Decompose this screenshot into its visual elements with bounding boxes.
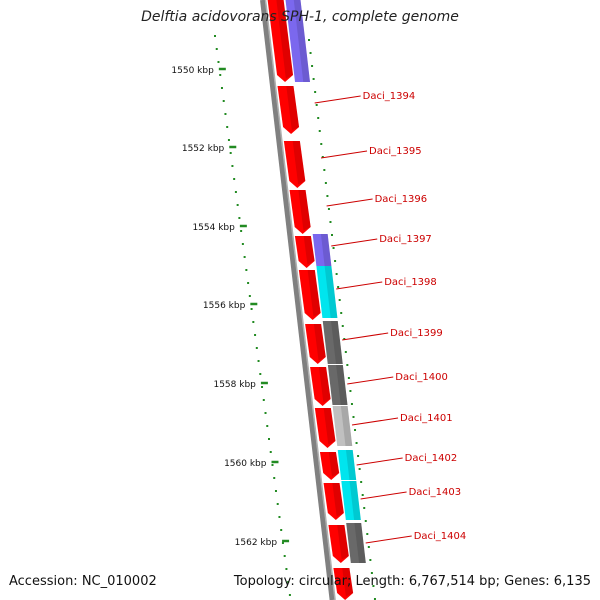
gene-label: Daci_1402 — [405, 453, 458, 464]
cds-arrow — [333, 568, 354, 600]
genome-title: Delftia acidovorans SPH-1, complete geno… — [141, 9, 459, 25]
scale-label: 1562 kbp — [235, 538, 278, 548]
feature-block-shade — [324, 266, 338, 318]
gene-leader-line — [320, 150, 368, 159]
gene-label: Daci_1396 — [375, 194, 428, 205]
feature-block — [322, 321, 343, 364]
scale-label: 1558 kbp — [213, 380, 256, 390]
gene-leader-line — [342, 332, 389, 341]
gene-label: Daci_1400 — [395, 372, 448, 383]
gene-leader-line — [326, 198, 373, 207]
feature-block — [332, 406, 353, 446]
gene-label: Daci_1398 — [384, 277, 437, 288]
cds-arrow-shade — [276, 0, 294, 79]
gene-label: Daci_1404 — [414, 531, 467, 542]
feature-block-shade — [345, 450, 357, 480]
feature-block-shade — [354, 523, 366, 563]
cds-arrow — [267, 0, 294, 82]
gene-label: Daci_1401 — [400, 413, 453, 424]
cds-arrow — [294, 236, 315, 268]
gene-leader-line — [365, 535, 412, 544]
gene-leader-line — [314, 95, 361, 104]
cds-arrow-shade — [332, 483, 344, 517]
gene-leader-line — [356, 457, 403, 466]
feature-block-shade — [349, 481, 361, 520]
genome-backbone-highlight — [264, 0, 336, 600]
gene-leader-line — [360, 491, 407, 500]
gene-leader-line — [351, 417, 399, 426]
cds-arrow-shade — [342, 568, 354, 597]
cds-arrow — [319, 452, 340, 480]
cds-arrow — [310, 367, 331, 406]
gene-label: Daci_1399 — [390, 328, 443, 339]
cds-arrow-shade — [286, 86, 300, 131]
cds-arrow-shade — [303, 236, 315, 265]
feature-block — [341, 481, 361, 520]
cds-arrow-shade — [337, 525, 349, 560]
cds-arrow-shade — [313, 324, 326, 361]
cds-arrow — [283, 141, 306, 188]
scale-label: 1552 kbp — [182, 144, 225, 154]
feature-block-shade — [331, 321, 343, 364]
feature-block — [312, 234, 332, 266]
feature-block — [316, 266, 338, 318]
scale-label: 1556 kbp — [203, 301, 246, 311]
feature-block — [337, 450, 357, 480]
feature-block-shade — [336, 365, 348, 405]
feature-block — [285, 0, 311, 82]
cds-arrow — [289, 190, 311, 234]
feature-block-shade — [320, 234, 332, 266]
feature-block — [327, 365, 348, 405]
topology-label: Topology: circular; Length: 6,767,514 bp… — [233, 574, 591, 589]
scale-label: 1550 kbp — [171, 66, 214, 76]
cds-arrow-shade — [307, 270, 321, 317]
cds-arrow-shade — [328, 452, 340, 477]
cds-arrow — [305, 324, 326, 364]
gene-leader-line — [331, 238, 378, 247]
feature-block — [346, 523, 366, 563]
cds-arrow — [323, 483, 344, 520]
gene-label: Daci_1394 — [363, 91, 416, 102]
feature-block-shade — [293, 0, 311, 82]
accession-label: Accession: NC_010002 — [9, 574, 157, 589]
gene-label: Daci_1397 — [379, 234, 432, 245]
cds-arrow — [277, 86, 300, 134]
scale-label: 1560 kbp — [224, 459, 267, 469]
genome-backbone — [260, 0, 335, 600]
cds-arrow-shade — [323, 408, 336, 445]
gene-label: Daci_1395 — [369, 146, 422, 157]
cds-arrow — [328, 525, 349, 563]
cds-arrow-shade — [298, 190, 311, 231]
cds-arrow-shade — [292, 141, 306, 185]
cds-arrow — [314, 408, 336, 448]
gene-leader-line — [347, 376, 394, 385]
scale-label: 1554 kbp — [192, 223, 235, 233]
cds-arrow-shade — [318, 367, 331, 403]
cds-arrow — [298, 270, 321, 320]
gene-label: Daci_1403 — [409, 487, 462, 498]
gene-leader-line — [336, 281, 383, 290]
feature-block-shade — [340, 406, 353, 446]
